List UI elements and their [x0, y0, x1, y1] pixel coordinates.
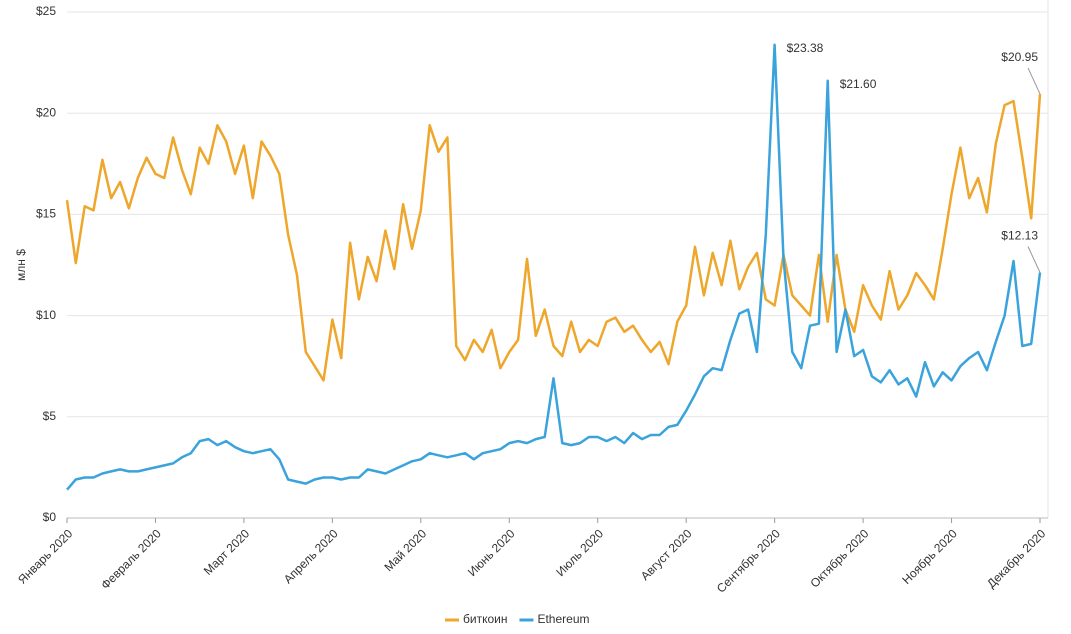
legend: биткоин Ethereum — [445, 612, 590, 626]
x-tick-label: Май 2020 — [381, 526, 429, 574]
x-tick-label: Ноябрь 2020 — [899, 526, 960, 587]
series-line — [66, 43, 1042, 491]
x-tick-label: Март 2020 — [201, 526, 253, 578]
label-leader — [1027, 67, 1041, 95]
data-label: $12.13 — [1001, 229, 1038, 243]
data-label: $20.95 — [1001, 50, 1038, 64]
y-tick-label: $5 — [43, 409, 57, 423]
x-tick-label: Август 2020 — [638, 526, 695, 583]
y-tick-label: $15 — [36, 207, 56, 221]
x-tick-label: Октябрь 2020 — [807, 526, 871, 590]
y-axis-label: млн $ — [14, 249, 28, 281]
y-tick-label: $0 — [43, 510, 57, 524]
label-leader — [1027, 246, 1041, 273]
x-tick-label: Июнь 2020 — [465, 526, 518, 579]
x-tick-label: Апрель 2020 — [281, 526, 341, 586]
x-tick-label: Февраль 2020 — [98, 526, 164, 592]
y-tick-label: $25 — [36, 4, 56, 18]
x-tick-label: Декабрь 2020 — [984, 526, 1048, 590]
data-label: $23.38 — [787, 41, 824, 55]
x-tick-label: Январь 2020 — [15, 526, 75, 586]
x-tick-label: Июль 2020 — [553, 526, 606, 579]
y-tick-label: $20 — [36, 105, 56, 119]
y-tick-label: $10 — [36, 308, 56, 322]
legend-label: биткоин — [463, 612, 507, 626]
x-tick-label: Сентябрь 2020 — [714, 526, 783, 595]
series-line — [65, 93, 1042, 382]
legend-label: Ethereum — [537, 612, 589, 626]
data-label: $21.60 — [840, 77, 877, 91]
